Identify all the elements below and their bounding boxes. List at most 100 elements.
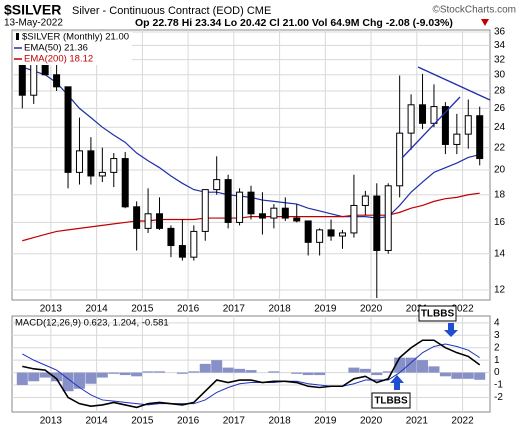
histogram-bar [211, 360, 223, 373]
y-tick-label: -2 [494, 392, 503, 403]
candle-body [419, 104, 427, 124]
histogram-bar [108, 372, 120, 374]
candle-body [327, 229, 335, 237]
candle-body [316, 229, 324, 243]
candle-body [156, 213, 164, 229]
annotation-box [371, 392, 411, 409]
y-tick-label: 0 [494, 367, 500, 378]
candle-body [407, 104, 415, 134]
histogram-bar [51, 372, 63, 382]
histogram-bar [96, 372, 108, 378]
legend-label: EMA(200) 18.12 [24, 54, 93, 65]
histogram-bar [39, 372, 51, 378]
candle-body [396, 132, 404, 187]
y-tick-label: 14 [494, 248, 506, 259]
date: 13-May-2022 [4, 18, 63, 29]
y-tick-label: 34 [494, 40, 506, 51]
annotation: TLBBS [421, 309, 455, 320]
histogram-bar [245, 370, 257, 373]
y-tick-label: 3 [494, 330, 500, 341]
histogram-bar [268, 371, 280, 373]
x-tick-label: 2015 [131, 304, 154, 315]
candle-body [464, 115, 472, 135]
y-tick-label: 30 [494, 69, 506, 80]
trend-line [401, 96, 461, 159]
candle-body [304, 220, 312, 243]
candle-body [441, 106, 449, 145]
annotation-box [418, 305, 457, 322]
histogram-bar [131, 372, 143, 377]
y-tick-label: 1 [494, 355, 500, 366]
candle-body [224, 179, 232, 223]
candle-body [453, 133, 461, 145]
down-arrow [481, 19, 489, 26]
candle-body [110, 158, 118, 173]
histogram-bar [188, 371, 200, 373]
source: ©StockCharts.com [432, 5, 516, 16]
x-tick-label: 2013 [40, 304, 63, 315]
candle-body [430, 106, 438, 124]
candle-body [53, 74, 61, 88]
y-tick-label: 28 [494, 86, 506, 97]
price-panel [11, 29, 491, 301]
candle-body [281, 207, 289, 219]
macd-panel [11, 315, 491, 413]
histogram-bar [394, 357, 406, 373]
x-tick-label: 2016 [177, 304, 200, 315]
y-tick-label: 4 [494, 317, 500, 328]
x-tick-label: 2014 [85, 304, 108, 315]
candle-body [270, 207, 278, 219]
histogram-bar [291, 372, 303, 374]
candle-body [350, 204, 358, 234]
candle-body [213, 179, 221, 191]
histogram-bar [371, 372, 383, 376]
line [22, 339, 481, 409]
y-tick-label: 12 [494, 285, 506, 296]
histogram-bar [73, 372, 85, 389]
histogram-bar [302, 372, 314, 376]
y-tick-label: 26 [494, 103, 506, 114]
candle-body [201, 189, 209, 232]
candle-body [144, 213, 152, 229]
histogram-bar [382, 371, 394, 373]
histogram-bar [405, 357, 417, 373]
candle-body [87, 150, 95, 177]
candle-body [190, 230, 198, 258]
histogram-bar [28, 372, 40, 382]
histogram-bar [16, 372, 28, 386]
histogram-bar [359, 368, 371, 373]
legend-label: EMA(50) 21.36 [24, 43, 88, 54]
chart-title: $SILVER [4, 2, 61, 18]
y-tick-label: 32 [494, 54, 506, 65]
histogram-bar [222, 367, 234, 373]
x-tick-label: 2015 [131, 416, 154, 427]
candle-body [121, 158, 129, 208]
x-tick-label: 2017 [223, 416, 246, 427]
line [22, 343, 480, 406]
x-tick-label: 2014 [85, 416, 108, 427]
histogram-bar [154, 371, 166, 373]
candle-body [247, 191, 255, 215]
candle-body [167, 227, 175, 247]
y-tick-label: -1 [494, 380, 503, 391]
chart-subtitle: Silver - Continuous Contract (EOD) CME [72, 5, 271, 17]
y-tick-label: 16 [494, 217, 506, 228]
histogram-bar [142, 371, 154, 373]
x-tick-label: 2021 [406, 416, 429, 427]
x-tick-label: 2018 [268, 304, 291, 315]
histogram-bar [234, 368, 246, 373]
histogram-bar [474, 372, 486, 380]
y-tick-label: 2 [494, 342, 500, 353]
candle-body [373, 195, 381, 251]
annotation-arrow [390, 375, 404, 390]
candle-body [64, 86, 72, 173]
legend-box [14, 32, 132, 65]
candle-body [98, 171, 106, 177]
candle-body [258, 213, 266, 219]
histogram-bar [176, 372, 188, 374]
candle-body [236, 191, 244, 223]
y-tick-label: 22 [494, 142, 506, 153]
x-tick-label: 2016 [177, 416, 200, 427]
histogram-bar [314, 372, 326, 376]
